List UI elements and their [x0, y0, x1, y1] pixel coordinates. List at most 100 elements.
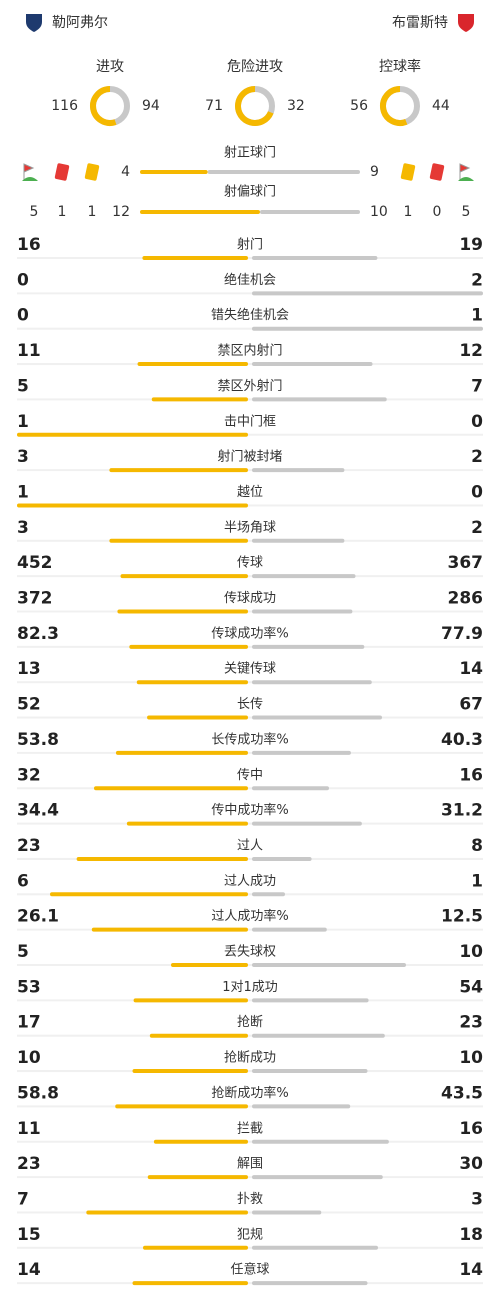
- stat-home-bar: [126, 821, 248, 826]
- stat-track: [17, 398, 483, 401]
- yellow-card-icon: [84, 163, 100, 181]
- stat-track: [17, 363, 483, 366]
- corner-flag-icon: [23, 163, 35, 180]
- stat-home: 23: [17, 1154, 41, 1174]
- stat-away: 286: [448, 589, 484, 609]
- stat-away-bar: [252, 256, 378, 260]
- stat-home: 1: [17, 412, 29, 432]
- stat-away-bar: [252, 1139, 389, 1144]
- stat-track: [17, 1034, 483, 1037]
- stat-track: [17, 1140, 483, 1143]
- stat-home: 452: [17, 553, 53, 573]
- stat-label: 传球: [237, 556, 263, 571]
- stat-track: [17, 822, 483, 825]
- corner-flag-icon: [459, 163, 471, 180]
- donut-home-arc: [235, 86, 274, 126]
- stat-away-bar: [252, 468, 345, 473]
- stat-home: 16: [17, 235, 41, 255]
- stat-home-bar: [109, 538, 249, 543]
- stat-away-bar: [252, 1175, 383, 1180]
- stat-home: 13: [17, 659, 41, 679]
- stat-away: 14: [459, 1260, 483, 1280]
- red-card-icon: [54, 163, 70, 181]
- stat-away: 19: [459, 235, 483, 255]
- stat-home-bar: [133, 998, 248, 1003]
- stat-home: 15: [17, 1225, 41, 1245]
- stat-label: 丢失球权: [224, 944, 276, 960]
- stat-away: 2: [471, 518, 483, 538]
- stat-home: 7: [17, 1189, 29, 1209]
- stat-away: 43.5: [441, 1083, 483, 1103]
- stat-label: 绝佳机会: [224, 272, 276, 288]
- stat-label: 长传: [237, 697, 263, 712]
- stat-label: 半场角球: [224, 520, 276, 535]
- on-target-label: 射正球门: [224, 145, 276, 161]
- donut-away: 44: [432, 98, 450, 114]
- stat-track: [17, 1070, 483, 1073]
- stat-home-bar: [117, 609, 248, 614]
- stat-track: [17, 1282, 483, 1285]
- card-count: 5: [30, 204, 39, 220]
- stat-track: [17, 469, 483, 472]
- stat-label: 长传成功率%: [211, 731, 288, 747]
- stat-label: 过人成功: [224, 874, 276, 889]
- stat-home-bar: [153, 1139, 248, 1144]
- stat-track: [17, 610, 483, 613]
- stat-home-bar: [76, 856, 248, 861]
- stat-away-bar: [252, 362, 373, 367]
- stat-away-bar: [252, 644, 365, 649]
- stat-home: 34.4: [17, 801, 59, 821]
- stat-track: [17, 964, 483, 966]
- stat-home-bar: [132, 1069, 248, 1074]
- stat-away-bar: [252, 715, 383, 720]
- stat-label: 犯规: [237, 1227, 263, 1242]
- stat-home-bar: [151, 397, 248, 402]
- stat-home: 32: [17, 765, 41, 785]
- stat-home: 5: [17, 942, 29, 962]
- stat-home-bar: [149, 1033, 248, 1038]
- card-count: 0: [433, 204, 442, 220]
- stat-track: [17, 928, 483, 931]
- summary-home: 4: [121, 164, 130, 180]
- stat-home: 58.8: [17, 1083, 59, 1103]
- stat-home-bar: [142, 256, 248, 260]
- stat-track: [17, 1105, 483, 1108]
- stat-home-bar: [91, 927, 249, 932]
- off-target-label: 射偏球门: [224, 184, 276, 200]
- stat-home-bar: [86, 1210, 248, 1215]
- stat-away: 18: [459, 1225, 483, 1245]
- yellow-card-icon: [400, 163, 416, 181]
- stat-label: 过人成功率%: [211, 908, 288, 924]
- stat-away: 2: [471, 447, 483, 467]
- stat-home-bar: [17, 503, 248, 508]
- stat-label: 扑救: [237, 1191, 263, 1207]
- stat-label: 传中: [237, 768, 263, 783]
- stat-home: 26.1: [17, 907, 59, 927]
- summary-home: 12: [112, 204, 130, 220]
- home-name: 勒阿弗尔: [52, 15, 108, 31]
- donut-label: 控球率: [379, 58, 421, 75]
- stat-label: 拦截: [237, 1121, 263, 1136]
- stat-home-bar: [115, 750, 248, 755]
- stat-away-bar: [252, 1210, 322, 1215]
- stat-home-bar: [129, 644, 248, 649]
- stat-home: 0: [17, 306, 29, 326]
- summary-home-bar: [140, 210, 260, 214]
- stat-track: [17, 681, 483, 684]
- stat-label: 禁区内射门: [217, 343, 282, 359]
- stat-home-bar: [17, 432, 248, 437]
- stat-home-bar: [147, 1175, 248, 1180]
- stat-away-bar: [252, 892, 285, 897]
- summary-away: 10: [370, 204, 388, 220]
- stat-label: 抢断: [237, 1014, 263, 1030]
- stat-home-bar: [171, 963, 248, 967]
- stat-away: 16: [459, 765, 483, 785]
- stat-home: 23: [17, 836, 41, 856]
- stat-away: 10: [459, 942, 483, 962]
- stat-home-bar: [50, 892, 248, 897]
- summary-away-bar: [207, 170, 360, 174]
- donut-home: 116: [51, 98, 78, 114]
- donut-home: 56: [350, 98, 368, 114]
- stat-away-bar: [252, 856, 312, 861]
- red-card-icon: [429, 163, 445, 181]
